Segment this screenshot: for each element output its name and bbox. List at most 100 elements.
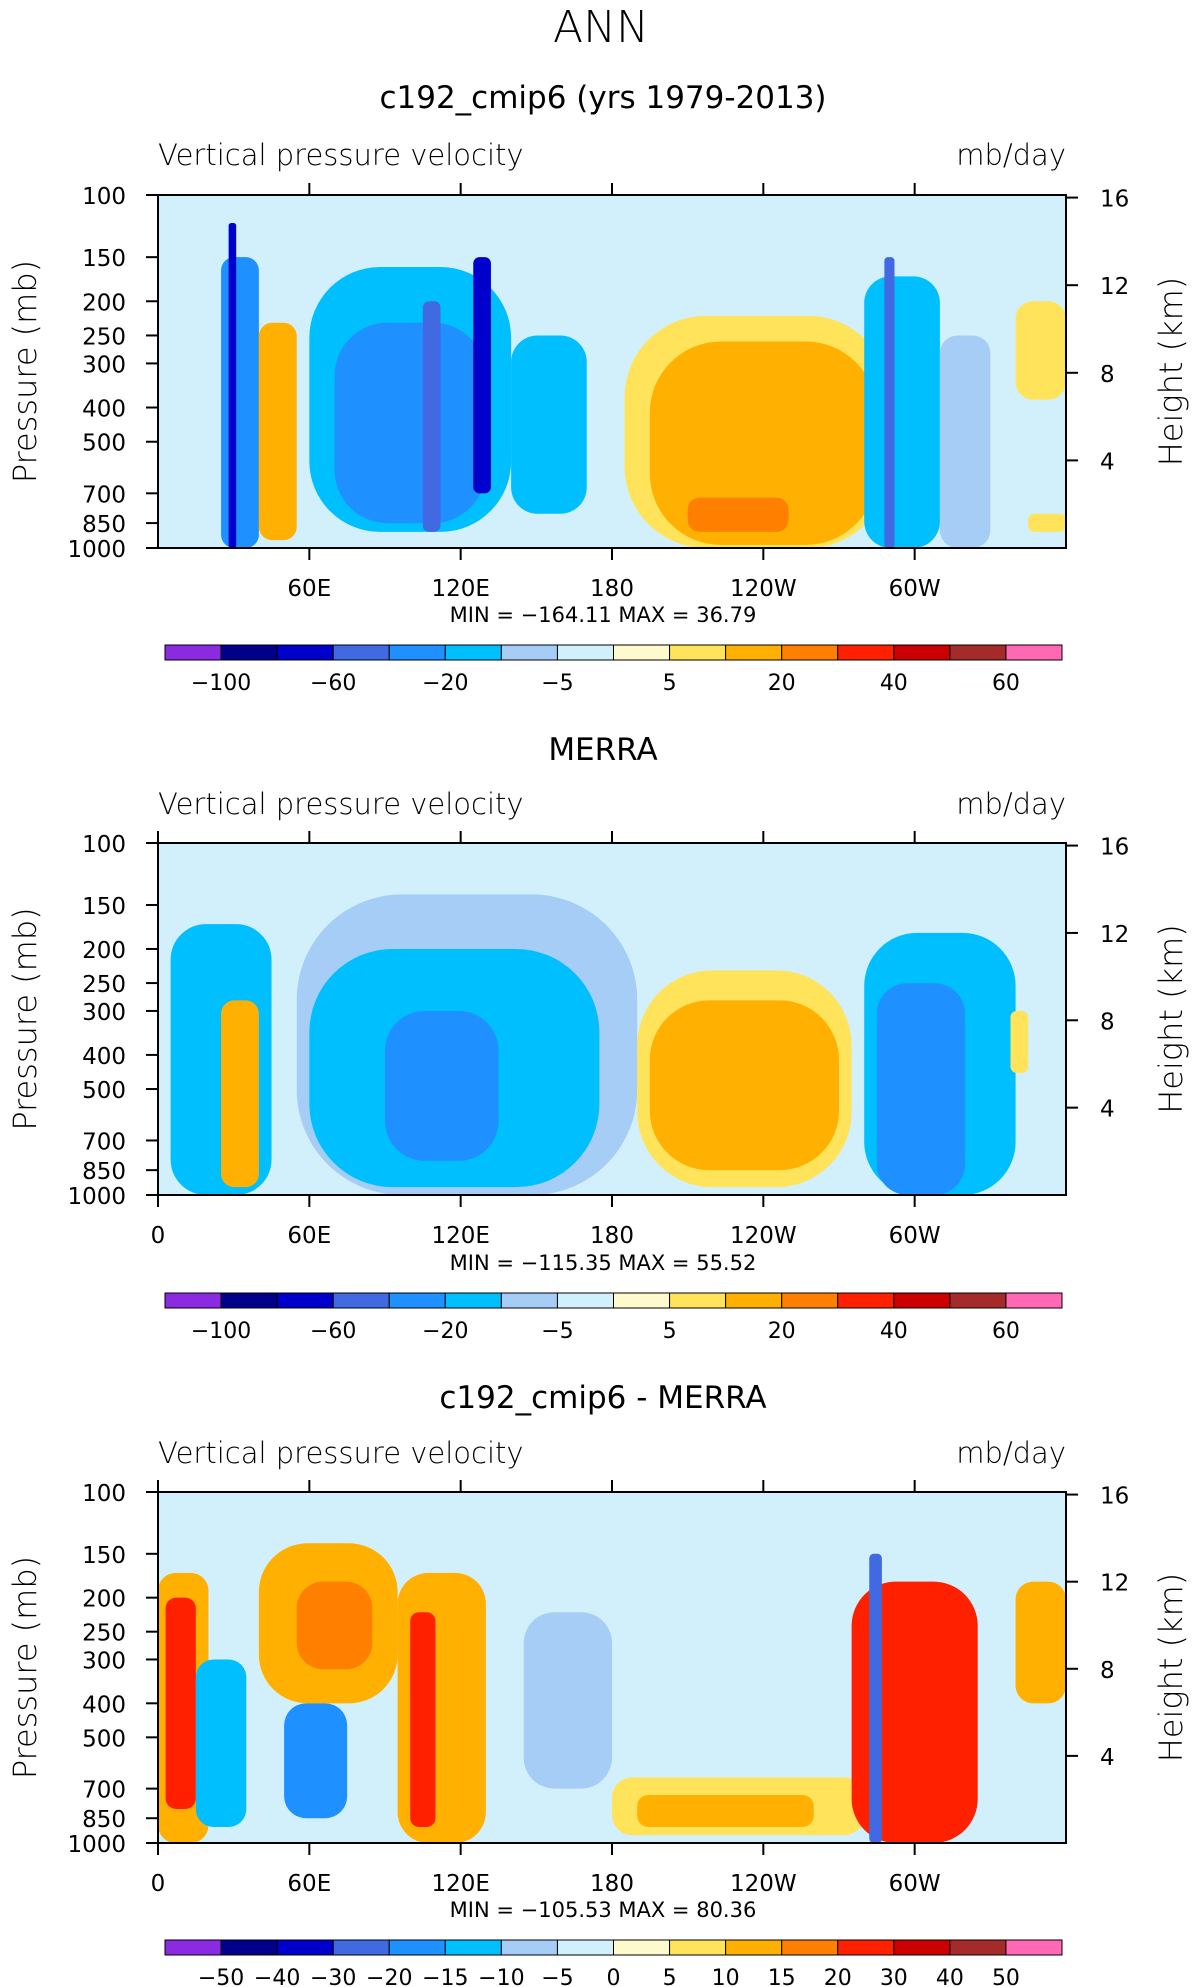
contour-region-12: [864, 276, 940, 548]
colorbar-swatch: [276, 644, 334, 661]
colorbar-swatch: [725, 1292, 783, 1309]
contour-region-6: [284, 1703, 348, 1819]
colorbar-swatch: [164, 1292, 222, 1309]
colorbar: −100 −60 −20 −5 5 20 40 60: [164, 1292, 1063, 1344]
y-tick-label: 100: [82, 832, 126, 858]
colorbar-swatch: [444, 644, 502, 661]
min-max-label: MIN = −164.11 MAX = 36.79: [450, 603, 757, 627]
y-axis-title: Pressure (mb): [6, 1556, 44, 1779]
y-tick-label: 250: [82, 324, 126, 350]
x-tick-label: 120E: [431, 576, 489, 602]
colorbar-swatch: [332, 644, 390, 661]
colorbar-label: 20: [768, 671, 796, 696]
contour-fills: [158, 1543, 1066, 1843]
colorbar-swatch: [613, 1292, 671, 1309]
colorbar-swatch: [220, 644, 278, 661]
colorbar-swatch: [613, 644, 671, 661]
panel-title: c192_cmip6 (yrs 1979-2013): [379, 80, 826, 116]
colorbar-swatch: [556, 644, 614, 661]
y-tick-label: 250: [82, 972, 126, 998]
colorbar-label: −30: [310, 1966, 356, 1987]
colorbar-swatch: [949, 1292, 1007, 1309]
y-axis-title: Pressure (mb): [6, 260, 44, 483]
colorbar-label: −60: [310, 671, 356, 696]
x-tick-label: 60W: [889, 576, 941, 602]
y-tick-label: 700: [82, 1778, 126, 1804]
contour-region-11: [687, 497, 789, 532]
colorbar-swatch: [1005, 1292, 1063, 1309]
y-tick-label: 150: [82, 894, 126, 920]
contour-region-11: [637, 1795, 814, 1827]
y-tick-label: 300: [82, 1000, 126, 1026]
contour-region-16: [1028, 513, 1066, 532]
x-tick-label: 0: [151, 1223, 166, 1249]
colorbar-swatch: [781, 1939, 839, 1956]
colorbar-swatch: [781, 1292, 839, 1309]
colorbar-label: 60: [992, 1319, 1020, 1344]
y-tick-label: 150: [82, 246, 126, 272]
y-tick-label: 1000: [67, 1184, 126, 1210]
colorbar-label: −20: [422, 1319, 468, 1344]
colorbar-swatch: [388, 1292, 446, 1309]
y-right-tick-label: 16: [1100, 1484, 1129, 1510]
colorbar-swatch: [669, 1292, 727, 1309]
colorbar-swatch: [388, 1939, 446, 1956]
contour-region-8: [410, 1612, 436, 1827]
contour-region-3: [195, 1659, 247, 1827]
y-tick-label: 1000: [67, 1832, 126, 1858]
contour-region-15: [1015, 301, 1066, 400]
x-tick-label: 60W: [889, 1223, 941, 1249]
colorbar-label: 60: [992, 671, 1020, 696]
panel-1: c192_cmip6 (yrs 1979-2013) Vertical press…: [6, 80, 1190, 696]
contour-region-12: [851, 1581, 978, 1843]
colorbar-swatch: [669, 644, 727, 661]
y-tick-label: 400: [82, 397, 126, 423]
contour-region-9: [523, 1612, 612, 1789]
contour-region-2: [221, 1000, 259, 1188]
colorbar-swatch: [164, 644, 222, 661]
colorbar-label: 5: [663, 1319, 677, 1344]
colorbar-swatch: [388, 644, 446, 661]
colorbar-label: −100: [191, 1319, 251, 1344]
x-tick-label: 120E: [431, 1223, 489, 1249]
y-right-tick-label: 12: [1100, 922, 1129, 948]
contour-fills: [221, 222, 1066, 548]
colorbar-swatch: [332, 1292, 390, 1309]
x-tick-label: 60E: [287, 1223, 331, 1249]
colorbar-swatch: [893, 644, 951, 661]
variable-label: Vertical pressure velocity: [158, 787, 524, 821]
y-tick-label: 500: [82, 431, 126, 457]
x-tick-label: 120W: [730, 1223, 797, 1249]
y-tick-label: 100: [82, 1481, 126, 1507]
colorbar-swatch: [444, 1292, 502, 1309]
panel-title: c192_cmip6 - MERRA: [439, 1380, 766, 1416]
contour-region-13: [869, 1553, 882, 1843]
contour-region-2: [228, 222, 237, 548]
colorbar-swatch: [1005, 644, 1063, 661]
y-tick-label: 100: [82, 184, 126, 210]
colorbar-swatch: [837, 644, 895, 661]
colorbar-swatch: [220, 1292, 278, 1309]
contour-region-1: [221, 257, 259, 548]
x-tick-label: 180: [590, 576, 634, 602]
colorbar-swatch: [500, 1292, 558, 1309]
y-tick-label: 700: [82, 1129, 126, 1155]
variable-label: Vertical pressure velocity: [158, 138, 524, 172]
colorbar-swatch: [837, 1939, 895, 1956]
y-right-axis-title: Height (km): [1152, 277, 1190, 467]
y-tick-label: 400: [82, 1692, 126, 1718]
y-right-tick-label: 12: [1100, 274, 1129, 300]
colorbar-swatch: [220, 1939, 278, 1956]
x-tick-label: 60W: [889, 1871, 941, 1897]
y-right-tick-label: 12: [1100, 1571, 1129, 1597]
colorbar-swatch: [949, 644, 1007, 661]
colorbar-label: 50: [992, 1966, 1020, 1987]
colorbar-swatch: [276, 1292, 334, 1309]
y-tick-label: 500: [82, 1078, 126, 1104]
y-right-tick-label: 16: [1100, 835, 1129, 861]
colorbar-label: 40: [880, 1319, 908, 1344]
colorbar-label: −20: [366, 1966, 412, 1987]
colorbar-label: −5: [541, 1319, 573, 1344]
y-right-axis-title: Height (km): [1152, 1573, 1190, 1763]
y-tick-label: 300: [82, 1648, 126, 1674]
